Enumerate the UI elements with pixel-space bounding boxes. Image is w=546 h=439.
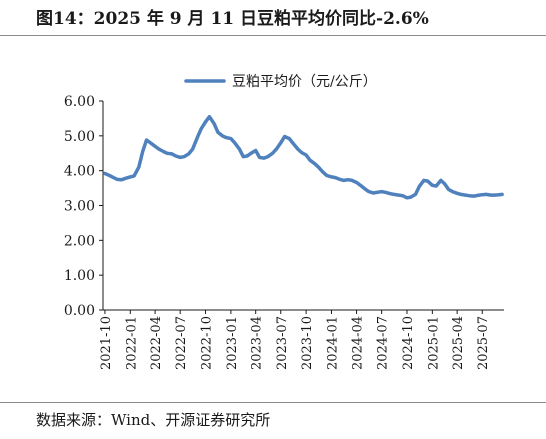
x-tick: 2025-04 xyxy=(451,310,466,370)
x-tick: 2023-10 xyxy=(300,310,315,370)
y-tick: 2.00 xyxy=(64,233,103,249)
x-tick: 2023-04 xyxy=(250,310,265,370)
x-tick-label: 2024-07 xyxy=(376,316,391,370)
x-tick-label: 2022-07 xyxy=(174,316,189,370)
x-tick: 2022-10 xyxy=(200,310,215,370)
x-tick: 2021-10 xyxy=(99,310,114,370)
series-line xyxy=(103,114,504,200)
x-tick: 2024-10 xyxy=(401,310,416,370)
title-divider xyxy=(0,35,546,36)
x-tick-label: 2024-10 xyxy=(401,316,416,370)
source-divider xyxy=(0,402,546,403)
x-tick: 2025-07 xyxy=(476,310,491,370)
x-tick-label: 2023-01 xyxy=(225,316,240,370)
y-tick-label: 3.00 xyxy=(64,199,95,215)
x-tick: 2023-01 xyxy=(225,310,240,370)
x-tick: 2024-04 xyxy=(351,310,366,370)
series-layer xyxy=(103,114,504,200)
y-tick-label: 2.00 xyxy=(64,233,95,249)
y-tick: 3.00 xyxy=(64,199,103,215)
x-tick: 2022-07 xyxy=(174,310,189,370)
x-tick-label: 2023-10 xyxy=(300,316,315,370)
y-tick: 6.00 xyxy=(64,94,103,110)
x-tick-label: 2022-01 xyxy=(124,316,139,370)
x-tick-label: 2023-07 xyxy=(275,316,290,370)
x-axis: 2021-10 2022-01 2022-04 2022-07 2022-10 2023-… xyxy=(99,309,504,370)
y-tick: 0.00 xyxy=(64,303,103,319)
y-tick: 5.00 xyxy=(64,129,103,145)
y-tick-label: 1.00 xyxy=(64,268,95,284)
x-tick-label: 2025-04 xyxy=(451,316,466,370)
y-tick-label: 4.00 xyxy=(64,164,95,180)
x-tick-label: 2025-07 xyxy=(476,316,491,370)
x-tick-label: 2022-10 xyxy=(200,316,215,370)
y-axis: 0.00 1.00 2.00 3.00 4.00 5.00 6.00 xyxy=(64,94,104,319)
x-tick: 2023-07 xyxy=(275,310,290,370)
x-tick: 2024-07 xyxy=(376,310,391,370)
y-tick: 4.00 xyxy=(64,164,103,180)
x-tick-label: 2023-04 xyxy=(250,316,265,370)
y-tick-label: 5.00 xyxy=(64,129,95,145)
x-tick-label: 2024-01 xyxy=(325,316,340,370)
x-tick: 2024-01 xyxy=(325,310,340,370)
figure-title: 图14：2025 年 9 月 11 日豆粕平均价同比-2.6% xyxy=(36,9,429,29)
x-tick-label: 2022-04 xyxy=(149,316,164,370)
legend-label: 豆粕平均价（元/公斤） xyxy=(232,74,377,90)
y-tick-label: 6.00 xyxy=(64,94,95,110)
x-tick-label: 2025-01 xyxy=(426,316,441,370)
x-tick: 2022-04 xyxy=(149,310,164,370)
x-tick-label: 2024-04 xyxy=(351,316,366,370)
x-tick: 2022-01 xyxy=(124,310,139,370)
source-note: 数据来源：Wind、开源证券研究所 xyxy=(36,411,271,429)
x-tick-label: 2021-10 xyxy=(99,316,114,370)
y-tick-label: 0.00 xyxy=(64,303,95,319)
y-tick: 1.00 xyxy=(64,268,103,284)
x-tick: 2025-01 xyxy=(426,310,441,370)
chart-legend: 豆粕平均价（元/公斤） xyxy=(184,74,377,90)
line-chart: 豆粕平均价（元/公斤） 0.00 1.00 2.00 3.00 4.00 5.00 6.00… xyxy=(64,74,504,370)
